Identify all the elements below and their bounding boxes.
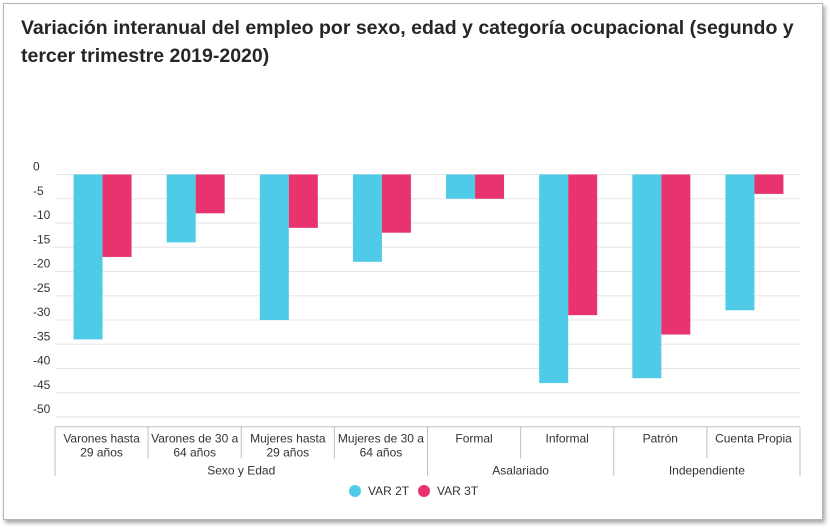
title-line-2: tercer trimestre 2019-2020) <box>21 45 270 67</box>
group-label: Asalariado <box>492 464 549 478</box>
group-label: Independiente <box>669 464 745 478</box>
bar-var2t[interactable] <box>539 174 569 384</box>
chart-title: Variación interanual del empleo por sexo… <box>21 14 821 70</box>
y-tick-label: -25 <box>33 281 51 295</box>
bar-var3t[interactable] <box>661 174 691 335</box>
category-label: Patrón <box>643 432 678 446</box>
category-label: Formal <box>455 432 492 446</box>
title-line-1: Variación interanual del empleo por sexo… <box>21 17 794 39</box>
legend-var2t-marker[interactable] <box>349 485 361 497</box>
y-tick-label: -20 <box>33 257 51 271</box>
category-label: Cuenta Propia <box>715 432 792 446</box>
category-label: Varones de 30 a <box>151 432 239 446</box>
bar-var3t[interactable] <box>102 174 132 257</box>
y-tick-label: -15 <box>33 232 51 246</box>
y-tick-label: -35 <box>33 329 51 343</box>
bar-var3t[interactable] <box>568 174 598 316</box>
group-label: Sexo y Edad <box>207 464 275 478</box>
bar-var3t[interactable] <box>475 174 505 199</box>
category-label: 29 años <box>80 446 123 460</box>
bar-var2t[interactable] <box>632 174 662 379</box>
legend-var3t-label[interactable]: VAR 3T <box>437 484 479 498</box>
bar-var3t[interactable] <box>195 174 225 214</box>
category-label: Mujeres hasta <box>250 432 326 446</box>
bar-var2t[interactable] <box>259 174 289 321</box>
bar-var3t[interactable] <box>381 174 411 233</box>
y-tick-label: 0 <box>33 160 40 174</box>
bar-var3t[interactable] <box>754 174 784 194</box>
y-tick-label: -30 <box>33 305 51 319</box>
y-tick-label: -5 <box>33 184 44 198</box>
category-label: Varones hasta <box>63 432 140 446</box>
bar-var3t[interactable] <box>288 174 318 228</box>
y-tick-label: -10 <box>33 208 51 222</box>
category-label: 29 años <box>266 446 309 460</box>
category-label: Mujeres de 30 a <box>338 432 424 446</box>
category-label: 64 años <box>360 446 403 460</box>
y-tick-label: -50 <box>33 402 51 416</box>
legend-var2t-label[interactable]: VAR 2T <box>368 484 410 498</box>
legend-var3t-marker[interactable] <box>418 485 430 497</box>
bar-var2t[interactable] <box>446 174 476 199</box>
category-label: 64 años <box>173 446 216 460</box>
bar-var2t[interactable] <box>725 174 755 311</box>
bar-var2t[interactable] <box>352 174 382 262</box>
bar-var2t[interactable] <box>73 174 103 340</box>
category-label: Informal <box>546 432 589 446</box>
bar-var2t[interactable] <box>166 174 196 243</box>
y-tick-label: -40 <box>33 354 51 368</box>
y-tick-label: -45 <box>33 378 51 392</box>
